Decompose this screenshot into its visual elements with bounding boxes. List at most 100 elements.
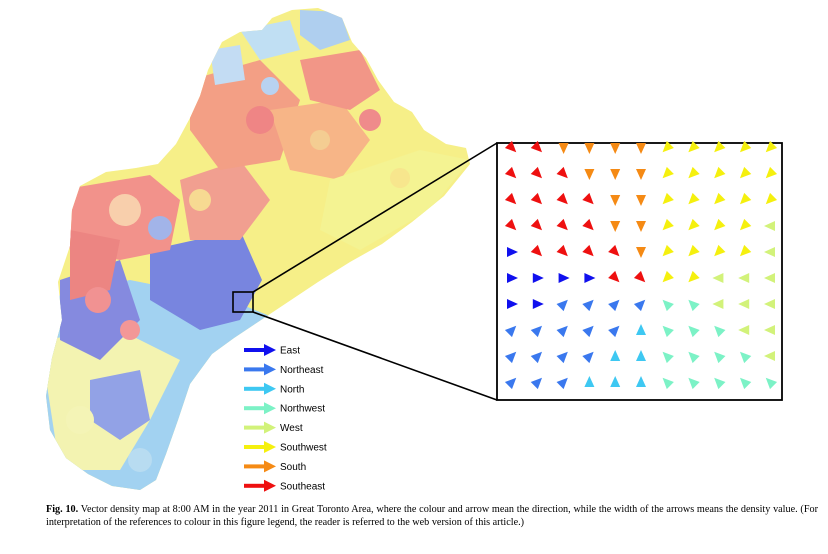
inset-arrow [688,270,700,283]
legend-arrow-head [264,421,276,434]
inset-arrow [714,351,726,364]
inset-arrow [584,143,595,154]
inset-arrow [584,169,595,180]
inset-arrow [636,221,646,232]
inset-arrow [662,377,674,390]
legend-item-south: South [244,460,306,473]
inset-arrow [764,247,775,257]
legend-item-west: West [244,421,303,434]
legend-item-northeast: Northeast [244,363,324,376]
inset-arrow [558,273,570,283]
caption-label: Fig. 10. [46,504,79,515]
legend-label: South [280,462,306,473]
inset-arrow [633,299,646,312]
inset-arrow [608,244,620,257]
inset-arrow [608,299,620,312]
inset-arrow [582,325,594,338]
inset-arrow [530,218,543,231]
inset-arrow [662,299,674,312]
legend-item-east: East [244,344,300,357]
inset-arrow [662,192,674,205]
legend-item-southeast: Southeast [244,479,325,492]
inset-arrow [712,273,724,283]
inset-arrow [662,244,674,257]
legend-label: West [280,423,303,434]
legend-arrow-shaft [244,445,266,449]
inset-arrow [530,192,543,205]
legend-arrow-shaft [244,406,266,411]
inset-arrow [765,192,778,205]
inset-arrow [633,270,646,283]
inset-arrow [738,325,750,335]
inset-arrow [739,166,752,179]
legend-arrow-head [264,441,276,453]
inset-arrow [556,192,568,205]
inset-arrow [764,299,775,309]
inset-arrow [688,218,700,231]
inset-arrow [530,377,543,390]
inset-arrow [765,377,778,390]
inset-arrow [662,351,674,364]
gta-density-map [46,8,470,490]
inset-arrow [610,350,621,361]
inset-arrow [504,351,517,364]
inset-arrow [739,140,752,153]
zoom-line-bottom [252,311,498,401]
inset-arrow [688,325,700,338]
legend-arrow-shaft [244,464,266,469]
inset-arrow [688,351,700,364]
inset-arrow [688,140,700,153]
inset-arrow [765,140,778,153]
legend-arrow-head [264,363,276,376]
inset-arrow [610,143,621,154]
inset-arrow [636,324,646,335]
inset-arrow [558,143,569,154]
inset-arrow [662,270,674,283]
caption-text: Vector density map at 8:00 AM in the yea… [46,504,818,528]
legend-arrow-shaft [244,483,266,488]
inset-arrow [764,325,775,335]
direction-legend: East Northeast North Northwest West Southwest… [244,344,327,492]
inset-arrow [662,325,674,338]
figure-caption: Fig. 10. Vector density map at 8:00 AM i… [46,503,818,529]
inset-arrow [636,143,646,154]
inset-arrow [636,376,646,387]
legend-arrow-head [264,402,276,415]
legend-label: East [280,346,300,357]
inset-arrow-field [504,140,778,390]
inset-arrow [504,218,517,231]
inset-arrow [688,299,700,312]
inset-arrow [688,192,700,205]
inset-arrow [530,244,543,257]
zoom-box [232,291,254,313]
inset-arrow [504,325,517,338]
inset-arrow [504,377,517,390]
inset-arrow [584,273,596,283]
inset-arrow [556,351,568,364]
inset-arrow [582,244,594,257]
inset-arrow [556,218,568,231]
legend-label: North [280,384,304,395]
legend-label: Northeast [280,365,324,376]
inset-arrow [608,325,620,338]
inset-arrow [688,166,700,179]
zoom-line-top [252,142,498,293]
inset-arrow [582,192,594,205]
inset-arrow [530,325,543,338]
inset-arrow [530,140,543,153]
legend-arrow-head [264,479,276,492]
inset-arrow [714,192,726,205]
inset-arrow [636,247,646,258]
inset-arrow [584,376,595,387]
inset-arrow [739,377,752,390]
inset-arrow [688,244,700,257]
inset-arrow [688,377,700,390]
inset-frame [496,142,783,401]
inset-arrow [764,273,775,283]
inset-arrow [610,169,621,180]
inset-arrow [556,325,568,338]
legend-arrow-head [264,382,276,395]
inset-arrow [610,376,621,387]
legend-arrow-head [264,460,276,473]
inset-arrow [636,195,646,206]
